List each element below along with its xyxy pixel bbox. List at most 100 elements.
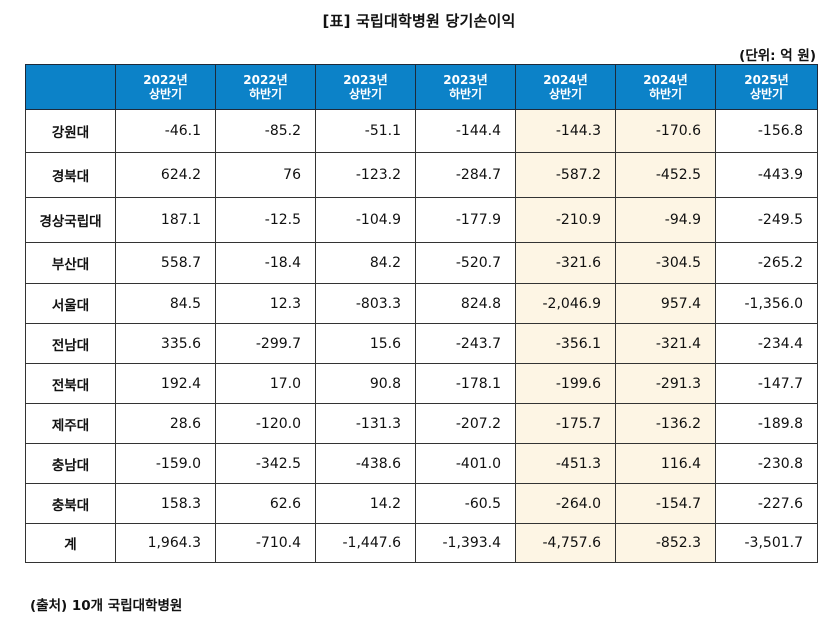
- header-corner: [25, 64, 116, 110]
- table-row: 경북대 624.2 76 -123.2 -284.7 -587.2 -452.5 -443.9: [25, 152, 818, 198]
- hospital-name-cell: 경북대: [25, 152, 116, 198]
- value-cell: -123.2: [315, 152, 416, 198]
- value-cell: -175.7: [515, 403, 616, 444]
- column-header: 2023년 하반기: [415, 64, 516, 110]
- hospital-name-cell: 충남대: [25, 443, 116, 484]
- column-header: 2024년 상반기: [515, 64, 616, 110]
- value-cell: -60.5: [415, 483, 516, 524]
- value-cell: -452.5: [615, 152, 716, 198]
- hospital-name-cell: 부산대: [25, 242, 116, 284]
- column-header: 2022년 상반기: [115, 64, 216, 110]
- value-cell: -18.4: [215, 242, 316, 284]
- value-cell: -443.9: [715, 152, 818, 198]
- value-cell: -207.2: [415, 403, 516, 444]
- hospital-name-cell: 전남대: [25, 323, 116, 364]
- table-row: 전남대 335.6 -299.7 15.6 -243.7 -356.1 -321.4 -234…: [25, 323, 818, 364]
- value-cell: -154.7: [615, 483, 716, 524]
- value-cell: -291.3: [615, 363, 716, 404]
- value-cell: -199.6: [515, 363, 616, 404]
- value-cell: -852.3: [615, 523, 716, 563]
- value-cell: 84.2: [315, 242, 416, 284]
- hospital-name-cell: 충북대: [25, 483, 116, 524]
- header-half: 상반기: [749, 87, 784, 101]
- value-cell: 76: [215, 152, 316, 198]
- value-cell: 957.4: [615, 283, 716, 324]
- header-year: 2023년: [443, 73, 488, 87]
- value-cell: 17.0: [215, 363, 316, 404]
- hospital-name-cell: 계: [25, 523, 116, 563]
- table-row: 경상국립대 187.1 -12.5 -104.9 -177.9 -210.9 -94.9 -2…: [25, 197, 818, 243]
- value-cell: -4,757.6: [515, 523, 616, 563]
- header-year: 2024년: [643, 73, 688, 87]
- value-cell: -120.0: [215, 403, 316, 444]
- value-cell: -177.9: [415, 197, 516, 243]
- value-cell: -178.1: [415, 363, 516, 404]
- unit-label: (단위: 억 원): [739, 48, 816, 64]
- value-cell: -356.1: [515, 323, 616, 364]
- value-cell: -104.9: [315, 197, 416, 243]
- value-cell: 14.2: [315, 483, 416, 524]
- value-cell: -1,356.0: [715, 283, 818, 324]
- value-cell: 192.4: [115, 363, 216, 404]
- hospital-name-cell: 강원대: [25, 109, 116, 153]
- table-row: 부산대 558.7 -18.4 84.2 -520.7 -321.6 -304.5 -265.…: [25, 242, 818, 284]
- header-year: 2023년: [343, 73, 388, 87]
- table-title: [표] 국립대학병원 당기손이익: [322, 12, 516, 30]
- value-cell: -12.5: [215, 197, 316, 243]
- value-cell: -284.7: [415, 152, 516, 198]
- value-cell: -710.4: [215, 523, 316, 563]
- value-cell: -265.2: [715, 242, 818, 284]
- value-cell: -131.3: [315, 403, 416, 444]
- header-year: 2025년: [744, 73, 789, 87]
- value-cell: 187.1: [115, 197, 216, 243]
- table-row: 충남대 -159.0 -342.5 -438.6 -401.0 -451.3 116.4 -2…: [25, 443, 818, 484]
- value-cell: -321.4: [615, 323, 716, 364]
- value-cell: -2,046.9: [515, 283, 616, 324]
- value-cell: -243.7: [415, 323, 516, 364]
- header-half: 상반기: [348, 87, 383, 101]
- value-cell: -342.5: [215, 443, 316, 484]
- value-cell: -159.0: [115, 443, 216, 484]
- header-year: 2022년: [143, 73, 188, 87]
- total-row: 계 1,964.3 -710.4 -1,447.6 -1,393.4 -4,757.6 -8…: [25, 523, 818, 563]
- value-cell: 28.6: [115, 403, 216, 444]
- value-cell: -144.3: [515, 109, 616, 153]
- value-cell: 335.6: [115, 323, 216, 364]
- column-header: 2023년 상반기: [315, 64, 416, 110]
- value-cell: 1,964.3: [115, 523, 216, 563]
- value-cell: -156.8: [715, 109, 818, 153]
- column-header: 2022년 하반기: [215, 64, 316, 110]
- header-half: 하반기: [648, 87, 683, 101]
- hospital-name-cell: 서울대: [25, 283, 116, 324]
- value-cell: -803.3: [315, 283, 416, 324]
- header-half: 상반기: [548, 87, 583, 101]
- value-cell: 15.6: [315, 323, 416, 364]
- value-cell: 824.8: [415, 283, 516, 324]
- hospital-name-cell: 제주대: [25, 403, 116, 444]
- header-year: 2022년: [243, 73, 288, 87]
- value-cell: -170.6: [615, 109, 716, 153]
- value-cell: -234.4: [715, 323, 818, 364]
- value-cell: -189.8: [715, 403, 818, 444]
- value-cell: 12.3: [215, 283, 316, 324]
- table-row: 충북대 158.3 62.6 14.2 -60.5 -264.0 -154.7 -227.6: [25, 483, 818, 524]
- value-cell: -210.9: [515, 197, 616, 243]
- table-row: 서울대 84.5 12.3 -803.3 824.8 -2,046.9 957.4 -1,35…: [25, 283, 818, 324]
- header-row: 2022년 상반기 2022년 하반기 2023년 상반기 2023년 하반기 2024…: [25, 64, 818, 110]
- table-row: 제주대 28.6 -120.0 -131.3 -207.2 -175.7 -136.2 -18…: [25, 403, 818, 444]
- value-cell: 90.8: [315, 363, 416, 404]
- column-header: 2024년 하반기: [615, 64, 716, 110]
- value-cell: -85.2: [215, 109, 316, 153]
- value-cell: -144.4: [415, 109, 516, 153]
- value-cell: -451.3: [515, 443, 616, 484]
- value-cell: -401.0: [415, 443, 516, 484]
- value-cell: 84.5: [115, 283, 216, 324]
- value-cell: -3,501.7: [715, 523, 818, 563]
- value-cell: -264.0: [515, 483, 616, 524]
- header-year: 2024년: [543, 73, 588, 87]
- value-cell: 62.6: [215, 483, 316, 524]
- value-cell: -520.7: [415, 242, 516, 284]
- header-half: 상반기: [148, 87, 183, 101]
- value-cell: 624.2: [115, 152, 216, 198]
- value-cell: -438.6: [315, 443, 416, 484]
